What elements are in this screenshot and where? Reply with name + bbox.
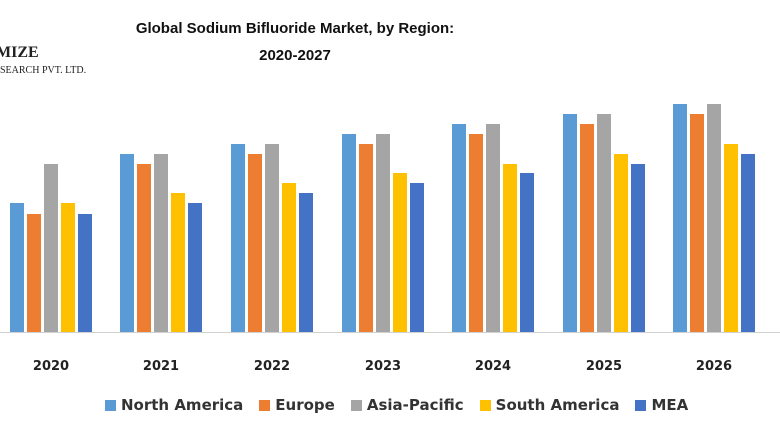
legend-swatch	[105, 399, 116, 411]
bar-mea-2024	[520, 173, 534, 332]
chart-subtitle: 2020-2027	[259, 47, 331, 64]
bar-north-america-2021	[120, 154, 134, 332]
legend-item: MEA	[635, 396, 688, 414]
bar-asia-pacific-2020	[44, 164, 58, 332]
bar-europe-2020	[27, 214, 41, 332]
bar-south-america-2020	[61, 203, 75, 332]
x-tick-label: 2026	[696, 359, 732, 374]
bar-north-america-2025	[563, 114, 577, 332]
bar-europe-2026	[690, 114, 704, 332]
x-tick-label: 2022	[254, 359, 290, 374]
bar-asia-pacific-2023	[376, 134, 390, 332]
bar-asia-pacific-2025	[597, 114, 611, 332]
logo-subtext: SEARCH PVT. LTD.	[0, 65, 87, 76]
x-tick-label: 2023	[365, 359, 401, 374]
legend-item: North America	[105, 396, 243, 414]
bar-south-america-2021	[171, 193, 185, 332]
legend-label: Europe	[275, 396, 335, 414]
bar-north-america-2022	[231, 144, 245, 332]
legend-item: South America	[479, 396, 620, 414]
bar-asia-pacific-2024	[486, 124, 500, 332]
bar-asia-pacific-2021	[154, 154, 168, 332]
legend-label: MEA	[651, 396, 689, 414]
legend-label: South America	[495, 396, 620, 414]
bar-europe-2023	[359, 144, 373, 332]
bar-south-america-2022	[282, 183, 296, 332]
bar-plot: 2020 2021 2022 2023 2024 2025 2026	[0, 104, 780, 374]
bar-north-america-2026	[673, 104, 687, 332]
bar-europe-2024	[469, 134, 483, 332]
bar-europe-2025	[580, 124, 594, 332]
x-tick-label: 2020	[33, 359, 69, 374]
bar-north-america-2020	[10, 203, 24, 332]
bar-south-america-2025	[614, 154, 628, 332]
legend-swatch	[635, 399, 647, 411]
bar-north-america-2023	[342, 134, 356, 332]
bar-mea-2022	[299, 193, 313, 332]
x-tick-label: 2025	[586, 359, 622, 374]
bar-south-america-2023	[393, 173, 407, 332]
legend-label: Asia-Pacific	[366, 396, 464, 414]
x-tick-label: 2024	[475, 359, 511, 374]
legend-swatch	[259, 399, 271, 411]
bar-asia-pacific-2026	[707, 104, 721, 332]
bar-north-america-2024	[452, 124, 466, 332]
bar-europe-2021	[137, 164, 151, 332]
legend-label: North America	[121, 396, 244, 414]
chart-title: Global Sodium Bifluoride Market, by Regi…	[135, 20, 455, 37]
x-tick-label: 2021	[143, 359, 179, 374]
bar-asia-pacific-2022	[265, 144, 279, 332]
legend-swatch	[479, 399, 491, 411]
bar-mea-2023	[410, 183, 424, 332]
bar-mea-2026	[741, 154, 755, 332]
legend: North America Europe Asia-Pacific South Ame…	[105, 396, 688, 414]
bar-mea-2020	[78, 214, 92, 332]
bar-south-america-2024	[503, 164, 517, 332]
bar-south-america-2026	[724, 144, 738, 332]
legend-item: Europe	[259, 396, 335, 414]
bar-europe-2022	[248, 154, 262, 332]
legend-swatch	[350, 399, 362, 411]
logo-text: MIZE	[0, 44, 39, 61]
legend-item: Asia-Pacific	[350, 396, 464, 414]
bar-mea-2025	[631, 164, 645, 332]
bar-mea-2021	[188, 203, 202, 332]
